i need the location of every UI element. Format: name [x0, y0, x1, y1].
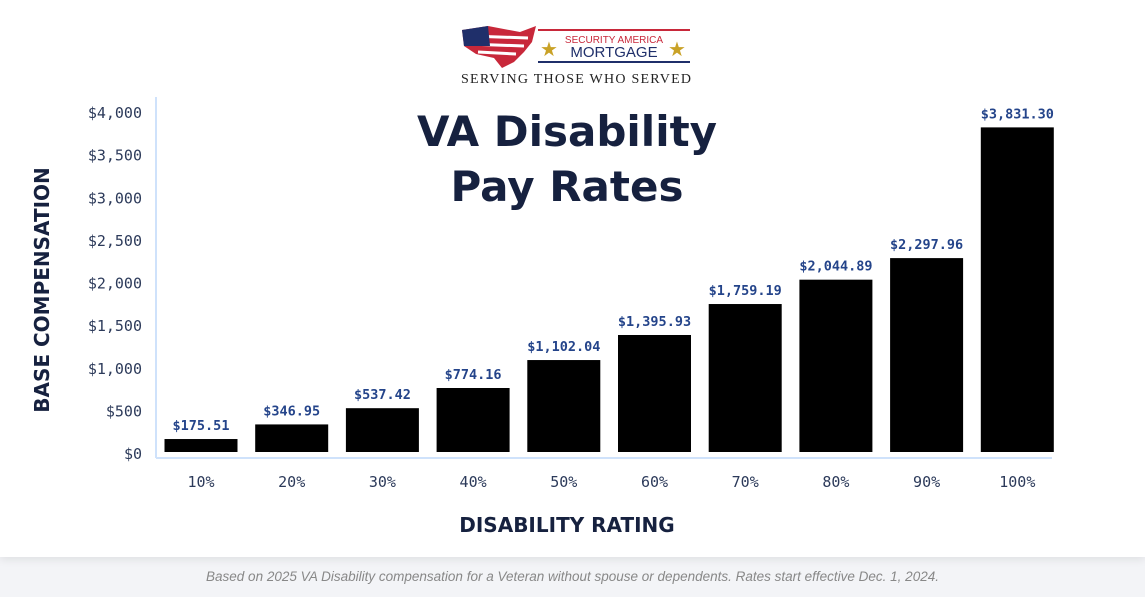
logo-line2: MORTGAGE — [570, 44, 657, 61]
bar-chart: $0 $500 $1,000 $1,500 $2,000 $2,500 $3,000 $3,5… — [30, 97, 1054, 537]
data-label: $2,044.89 — [799, 259, 872, 275]
data-label: $1,759.19 — [709, 283, 782, 299]
x-axis-title: DISABILITY RATING — [459, 513, 674, 537]
x-tick-label: 70% — [732, 473, 759, 491]
logo-line1: SECURITY AMERICA — [565, 35, 663, 46]
y-tick-label: $2,000 — [88, 275, 142, 293]
x-tick-label: 100% — [999, 473, 1035, 491]
bar-70pct — [708, 304, 782, 452]
bar-100pct — [980, 127, 1054, 452]
data-label: $3,831.30 — [981, 106, 1054, 122]
data-label: $2,297.96 — [890, 237, 963, 253]
data-label: $537.42 — [354, 387, 411, 403]
chart-title-line1: VA Disability — [417, 107, 717, 156]
y-tick-label: $3,000 — [88, 189, 142, 207]
bar-30pct — [345, 408, 419, 452]
y-tick-label: $2,500 — [88, 232, 142, 250]
bar-60pct — [618, 334, 691, 452]
bar-80pct — [799, 279, 873, 452]
x-tick-label: 20% — [278, 473, 305, 491]
data-label: $346.95 — [263, 403, 320, 419]
bar-40pct — [436, 388, 510, 452]
x-tick-label: 80% — [822, 473, 849, 491]
chart-title-line2: Pay Rates — [451, 162, 684, 211]
data-label: $175.51 — [173, 418, 230, 434]
x-tick-label: 90% — [913, 473, 940, 491]
usa-flag-map-icon — [462, 26, 536, 68]
x-tick-label: 50% — [550, 473, 577, 491]
data-label: $774.16 — [445, 367, 502, 383]
bar-90pct — [890, 258, 964, 452]
bar-20pct — [255, 424, 329, 452]
x-tick-label: 60% — [641, 473, 668, 491]
bar-10pct — [164, 439, 238, 452]
y-tick-label: $3,500 — [88, 147, 142, 165]
y-tick-label: $4,000 — [88, 104, 142, 122]
footnote: Based on 2025 VA Disability compensation… — [206, 569, 939, 584]
bar-50pct — [527, 360, 601, 452]
security-america-mortgage-logo: ★ ★ SECURITY AMERICA MORTGAGE SERVING TH… — [461, 26, 691, 87]
x-tick-label: 10% — [187, 473, 214, 491]
data-label: $1,102.04 — [527, 339, 600, 355]
y-tick-label: $500 — [106, 402, 142, 420]
data-label: $1,395.93 — [618, 314, 691, 330]
x-tick-label: 30% — [369, 473, 396, 491]
logo-tagline: SERVING THOSE WHO SERVED — [461, 72, 691, 87]
y-tick-label: $1,500 — [88, 317, 142, 335]
x-tick-label: 40% — [460, 473, 487, 491]
y-axis-title: BASE COMPENSATION — [30, 167, 54, 413]
star-icon: ★ — [668, 37, 686, 61]
star-icon: ★ — [540, 37, 558, 61]
y-tick-label: $1,000 — [88, 360, 142, 378]
y-tick-label: $0 — [124, 445, 142, 463]
